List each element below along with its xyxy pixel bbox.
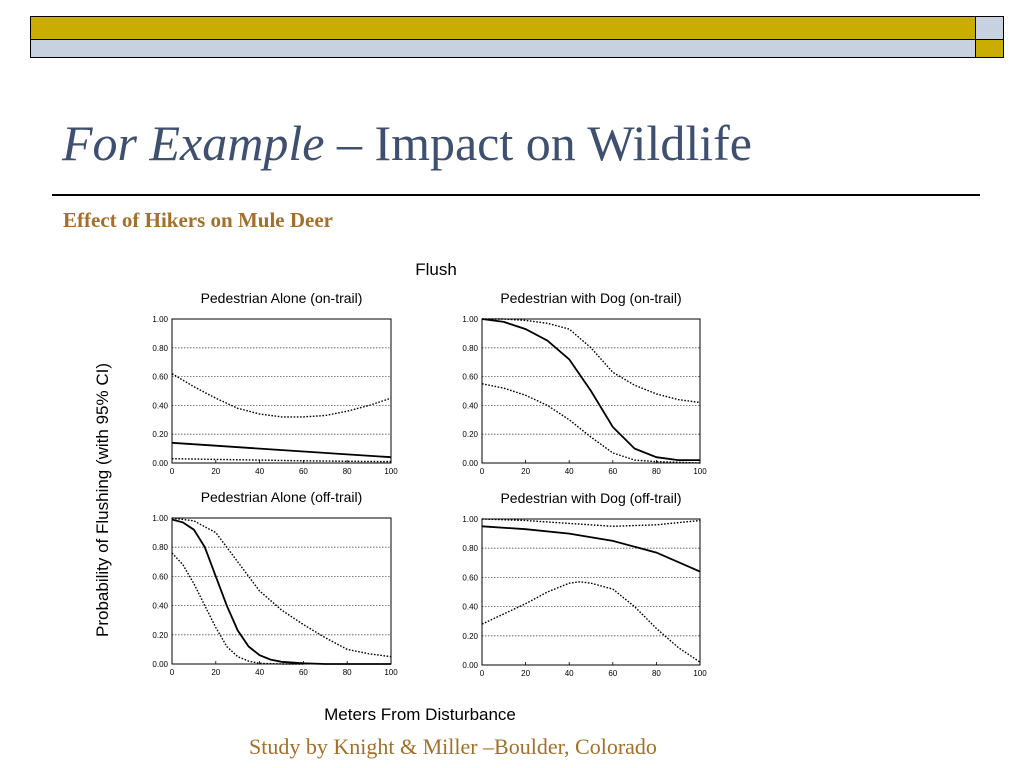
panel-2: Pedestrian with Dog (on-trail) 0.00 0.20 0.… xyxy=(462,290,707,476)
figure-xlabel: Meters From Disturbance xyxy=(324,705,516,724)
slide-title: For Example – Impact on Wildlife xyxy=(62,118,752,168)
panel-title: Pedestrian Alone (on-trail) xyxy=(201,290,363,306)
ci-line xyxy=(171,458,392,463)
x-tick-label: 40 xyxy=(255,668,264,677)
x-tick-label: 20 xyxy=(211,668,220,677)
panel-title: Pedestrian with Dog (on-trail) xyxy=(500,290,681,306)
x-tick-label: 80 xyxy=(343,668,352,677)
y-tick-label: 1.00 xyxy=(462,515,478,524)
y-tick-label: 0.40 xyxy=(462,401,478,410)
figure-ylabel: Probability of Flushing (with 95% CI) xyxy=(93,363,112,637)
y-tick-label: 0.00 xyxy=(152,459,168,468)
slide-title-italic: For Example xyxy=(62,115,325,171)
y-tick-label: 0.20 xyxy=(152,430,168,439)
x-tick-label: 0 xyxy=(170,467,175,476)
ci-line xyxy=(481,581,701,663)
y-tick-label: 0.40 xyxy=(462,603,478,612)
slide-subtitle: Effect of Hikers on Mule Deer xyxy=(63,208,333,232)
estimate-line xyxy=(481,525,701,573)
x-tick-label: 20 xyxy=(211,467,220,476)
x-tick-label: 0 xyxy=(480,669,485,678)
plot-frame xyxy=(171,517,392,665)
y-tick-label: 0.00 xyxy=(462,459,478,468)
y-tick-label: 1.00 xyxy=(462,315,478,324)
x-tick-label: 60 xyxy=(299,668,308,677)
y-tick-label: 0.40 xyxy=(152,602,168,611)
y-tick-label: 0.60 xyxy=(152,572,168,581)
estimate-line xyxy=(171,441,392,459)
y-tick-label: 0.60 xyxy=(152,373,168,382)
x-tick-label: 0 xyxy=(170,668,175,677)
x-tick-label: 20 xyxy=(521,669,530,678)
y-tick-label: 0.80 xyxy=(152,344,168,353)
estimate-line xyxy=(171,518,391,665)
y-tick-label: 0.40 xyxy=(152,401,168,410)
y-tick-label: 0.20 xyxy=(462,430,478,439)
footer-citation: Study by Knight & Miller –Boulder, Color… xyxy=(249,734,657,759)
header-bar-grey xyxy=(30,40,976,58)
title-divider xyxy=(52,194,980,196)
y-tick-label: 0.60 xyxy=(462,373,478,382)
x-tick-label: 60 xyxy=(608,669,617,678)
estimate-line xyxy=(481,318,700,462)
panel-title: Pedestrian with Dog (off-trail) xyxy=(500,490,681,506)
x-tick-label: 0 xyxy=(480,467,485,476)
y-tick-label: 1.00 xyxy=(152,315,168,324)
y-tick-label: 0.80 xyxy=(152,543,168,552)
y-tick-label: 0.80 xyxy=(462,544,478,553)
y-tick-label: 0.00 xyxy=(152,660,168,669)
figure-title: Flush xyxy=(415,260,457,279)
y-tick-label: 1.00 xyxy=(152,514,168,523)
ci-line xyxy=(171,517,392,658)
x-tick-label: 100 xyxy=(693,669,707,678)
x-tick-label: 80 xyxy=(652,467,661,476)
panel-1: Pedestrian Alone (on-trail) 0.00 0.20 0.40 0… xyxy=(152,290,398,476)
y-tick-label: 0.80 xyxy=(462,344,478,353)
x-tick-label: 60 xyxy=(299,467,308,476)
slide-title-rest: – Impact on Wildlife xyxy=(324,115,752,171)
header-square-yellow xyxy=(976,40,1004,58)
y-tick-label: 0.00 xyxy=(462,661,478,670)
x-tick-label: 100 xyxy=(693,467,707,476)
y-tick-label: 0.20 xyxy=(462,632,478,641)
header-square-grey xyxy=(976,16,1004,40)
header-bar-yellow xyxy=(30,16,976,40)
ci-line xyxy=(171,373,392,418)
decorative-header-bar xyxy=(30,16,1004,58)
ci-line xyxy=(481,518,701,528)
panel-3: Pedestrian Alone (off-trail) 0.00 0.20 0.40… xyxy=(152,489,398,677)
panel-4: Pedestrian with Dog (off-trail) 0.00 0.20 0… xyxy=(462,490,707,678)
x-tick-label: 60 xyxy=(608,467,617,476)
ci-line xyxy=(482,318,701,404)
x-tick-label: 40 xyxy=(565,669,574,678)
x-tick-label: 40 xyxy=(565,467,574,476)
x-tick-label: 100 xyxy=(384,467,398,476)
x-tick-label: 20 xyxy=(521,467,530,476)
panel-title: Pedestrian Alone (off-trail) xyxy=(201,489,363,505)
x-tick-label: 100 xyxy=(384,668,398,677)
chart-panels: Pedestrian Alone (on-trail) 0.00 0.20 0.40 0… xyxy=(152,290,707,678)
plot-frame xyxy=(171,318,392,464)
ci-line xyxy=(171,552,304,665)
y-tick-label: 0.60 xyxy=(462,573,478,582)
ci-line xyxy=(481,383,701,464)
x-tick-label: 40 xyxy=(255,467,264,476)
y-tick-label: 0.20 xyxy=(152,631,168,640)
plot-frame xyxy=(481,518,701,666)
x-tick-label: 80 xyxy=(652,669,661,678)
x-tick-label: 80 xyxy=(343,467,352,476)
plot-frame xyxy=(481,318,701,464)
